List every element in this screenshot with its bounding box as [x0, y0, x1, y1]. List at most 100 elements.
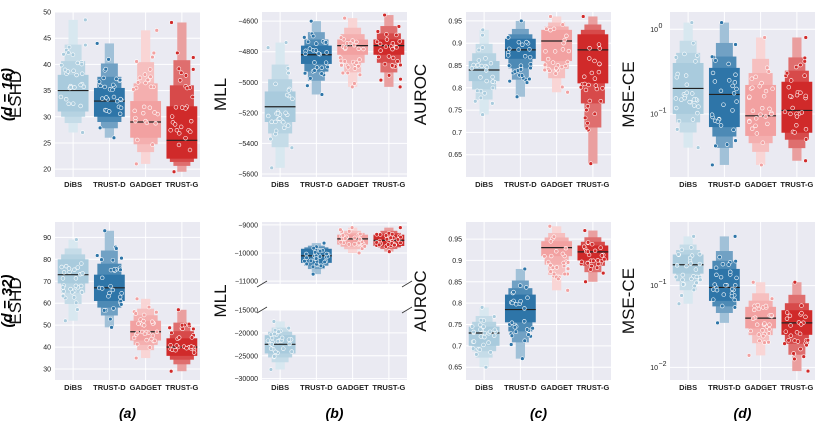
data-point-GADGET — [762, 35, 767, 40]
data-point-GADGET — [356, 250, 362, 256]
data-point-TRUST-G — [794, 330, 800, 335]
data-point-DiBS — [272, 354, 277, 359]
data-point-TRUST-D — [518, 298, 523, 304]
data-point-GADGET — [349, 225, 355, 230]
data-point-TRUST-D — [310, 271, 316, 277]
data-point-GADGET — [548, 269, 553, 274]
data-point-GADGET — [134, 161, 139, 167]
data-point-DiBS — [471, 62, 476, 68]
data-point-TRUST-D — [730, 108, 735, 113]
data-point-TRUST-D — [710, 162, 715, 168]
x-tick-label: DiBS — [679, 383, 697, 392]
data-point-DiBS — [80, 71, 85, 76]
x-tick-label: TRUST-D — [93, 383, 126, 392]
y-tick-label: −5200 — [238, 110, 258, 117]
data-point-DiBS — [490, 74, 495, 80]
data-point-GADGET — [760, 140, 765, 145]
data-point-GADGET — [154, 329, 160, 335]
data-point-DiBS — [75, 307, 80, 312]
data-point-TRUST-G — [788, 333, 794, 338]
data-point-DiBS — [478, 75, 483, 80]
data-point-GADGET — [144, 120, 150, 126]
data-point-DiBS — [480, 45, 485, 50]
data-point-DiBS — [482, 91, 487, 96]
data-point-DiBS — [483, 56, 488, 61]
data-point-TRUST-G — [375, 29, 381, 34]
data-point-TRUST-D — [726, 262, 731, 267]
data-point-GADGET — [357, 57, 362, 62]
y-tick-label: −25000 — [234, 353, 258, 360]
data-point-TRUST-D — [520, 356, 525, 361]
x-tick-label: GADGET — [130, 180, 163, 189]
y-tick-label: −4600 — [238, 19, 258, 26]
data-point-TRUST-G — [587, 98, 593, 104]
data-point-TRUST-G — [578, 85, 584, 90]
data-point-DiBS — [273, 119, 278, 125]
chart-panel-r1c0: 30 40 50 60 70 80 90 ESHD DiBS TRUST-D GADGET TRUST… — [6, 222, 200, 392]
data-point-TRUST-G — [803, 35, 808, 40]
data-point-TRUST-G — [176, 66, 182, 71]
data-point-DiBS — [70, 52, 76, 57]
data-point-GADGET — [767, 106, 772, 112]
data-point-TRUST-G — [384, 37, 390, 42]
y-tick-label: 20 — [43, 167, 51, 174]
data-point-GADGET — [566, 48, 572, 54]
data-point-TRUST-D — [107, 109, 112, 114]
x-tick-label: TRUST-D — [300, 383, 333, 392]
data-point-DiBS — [492, 314, 497, 319]
data-point-GADGET — [150, 333, 156, 338]
y-tick-label: 10 — [650, 365, 658, 372]
data-point-TRUST-G — [804, 342, 809, 348]
data-point-TRUST-D — [522, 54, 528, 59]
data-point-GADGET — [552, 49, 558, 54]
data-point-TRUST-G — [174, 343, 179, 348]
data-point-GADGET — [762, 321, 767, 326]
data-point-TRUST-D — [528, 62, 533, 67]
data-point-DiBS — [272, 331, 277, 337]
data-point-TRUST-D — [518, 63, 524, 68]
data-point-GADGET — [565, 266, 571, 271]
data-point-DiBS — [679, 247, 684, 253]
x-tick-label: DiBS — [64, 180, 82, 189]
data-point-GADGET — [352, 66, 358, 71]
y-tick-exponent: 0 — [659, 23, 663, 30]
data-point-GADGET — [133, 311, 138, 316]
data-point-DiBS — [691, 40, 696, 46]
data-point-TRUST-D — [516, 47, 521, 52]
y-tick-label: 10 — [650, 111, 658, 118]
data-point-TRUST-G — [169, 330, 174, 336]
data-point-GADGET — [560, 251, 566, 257]
y-tick-label: −11000 — [235, 279, 258, 286]
data-point-DiBS — [269, 335, 275, 341]
data-point-DiBS — [80, 271, 85, 276]
data-point-TRUST-D — [110, 87, 115, 92]
data-point-TRUST-D — [317, 248, 323, 254]
data-point-DiBS — [688, 261, 693, 266]
data-point-GADGET — [756, 332, 762, 337]
data-point-TRUST-D — [119, 291, 124, 296]
data-point-TRUST-G — [374, 232, 379, 237]
data-point-TRUST-D — [711, 287, 716, 292]
data-point-TRUST-D — [305, 83, 310, 88]
data-point-GADGET — [758, 112, 763, 117]
data-point-TRUST-G — [398, 225, 403, 230]
data-point-DiBS — [73, 283, 79, 288]
data-point-TRUST-D — [718, 274, 724, 280]
data-point-TRUST-G — [384, 237, 390, 242]
data-point-DiBS — [687, 255, 693, 261]
data-point-GADGET — [135, 80, 141, 85]
data-point-GADGET — [542, 62, 548, 67]
data-point-GADGET — [763, 88, 769, 94]
data-point-TRUST-G — [168, 343, 173, 348]
data-point-GADGET — [352, 235, 357, 241]
data-point-TRUST-G — [799, 110, 805, 115]
y-tick-label: −5600 — [238, 171, 258, 178]
data-point-DiBS — [66, 50, 71, 55]
data-point-TRUST-G — [586, 82, 591, 88]
data-point-DiBS — [673, 274, 679, 280]
data-point-DiBS — [675, 127, 680, 132]
data-point-TRUST-G — [377, 41, 383, 47]
data-point-TRUST-D — [713, 265, 719, 271]
data-point-DiBS — [696, 104, 701, 109]
